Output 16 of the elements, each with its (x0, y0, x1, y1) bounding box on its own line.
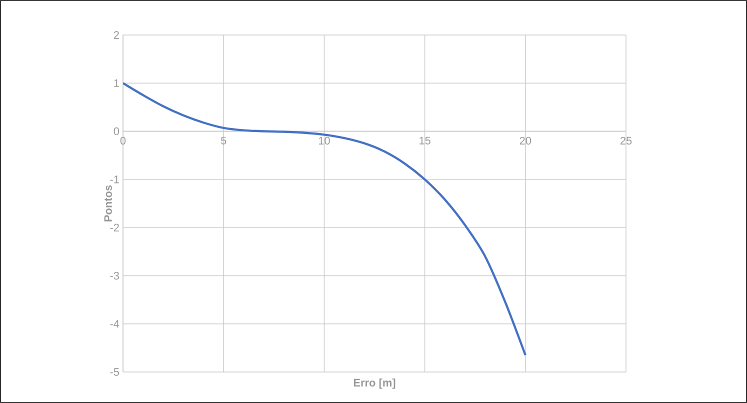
y-tick-label: -1 (110, 176, 119, 184)
y-tick-label: -5 (110, 368, 120, 376)
x-tick-label: 25 (620, 136, 632, 145)
y-tick-label: 1 (114, 79, 119, 87)
y-axis-title: Pontos (104, 185, 112, 222)
y-tick-label: -2 (110, 224, 119, 232)
y-tick-label: -3 (110, 272, 119, 280)
y-tick-label: 2 (114, 31, 119, 39)
y-tick-label: 0 (114, 127, 120, 136)
x-tick-label: 10 (318, 136, 330, 145)
y-tick-label: -4 (110, 320, 120, 328)
x-tick-label: 15 (420, 136, 430, 144)
x-tick-label: 5 (220, 136, 226, 144)
x-tick-label: 20 (520, 136, 532, 145)
x-axis-title: Erro [m] (354, 378, 396, 389)
x-tick-label: 0 (120, 136, 126, 145)
